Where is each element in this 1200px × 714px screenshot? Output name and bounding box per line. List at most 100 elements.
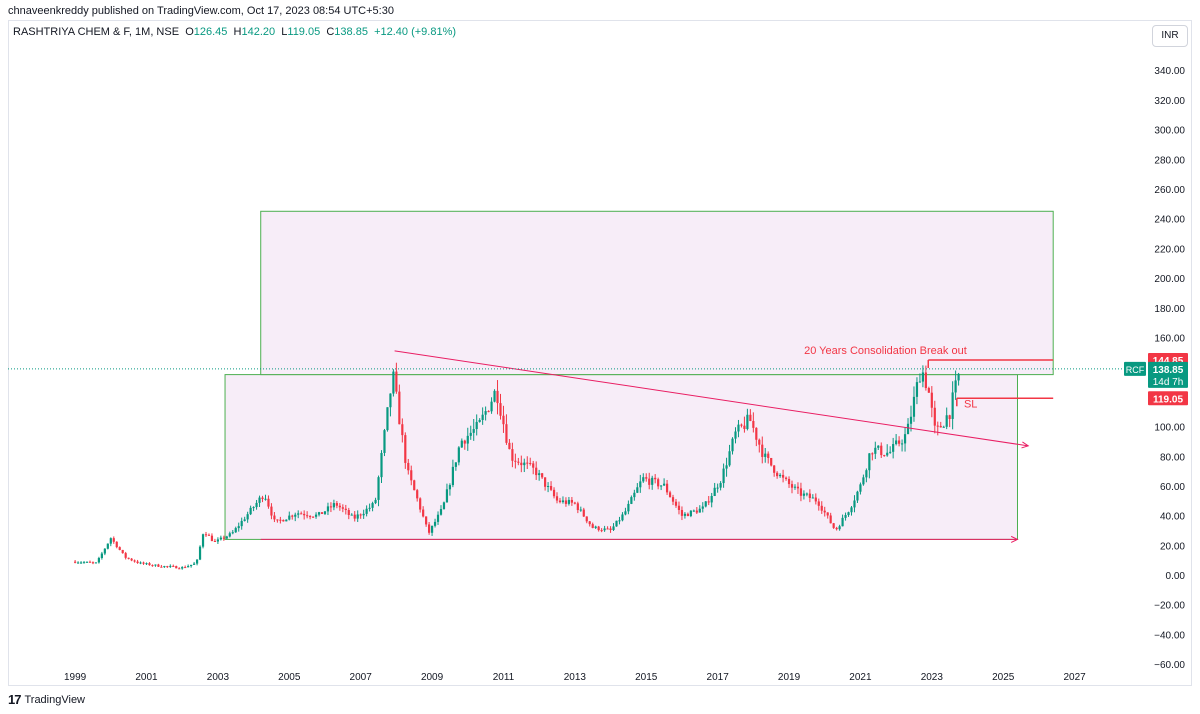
candle [127,557,130,560]
y-tick-label: 60.00 [1160,482,1185,493]
candle [362,509,365,519]
candle [213,538,217,542]
candle [526,456,529,469]
x-tick-label: 2019 [778,672,801,683]
candle [148,562,151,566]
candle [368,503,371,512]
candle [231,530,234,535]
candle [514,453,517,469]
candle [252,506,255,512]
consolidation-box-1 [260,210,1054,376]
candle [433,518,437,528]
y-tick-label: 100.00 [1154,423,1185,434]
candle [112,536,115,544]
candle [469,425,472,440]
candle [350,513,353,516]
candle [835,526,838,531]
candle [267,495,270,509]
candle [633,489,636,501]
candle [832,522,835,529]
candle [817,498,820,511]
candle [898,436,901,447]
candle [246,511,249,523]
x-tick-label: 2021 [849,672,872,683]
candle [74,560,77,564]
currency-button[interactable]: INR [1152,25,1188,47]
candle [282,519,285,522]
candle [793,484,797,490]
change-value: +12.40 (+9.81%) [374,26,457,38]
candle [311,516,315,518]
candle [698,505,701,513]
candle [303,510,306,520]
candle [332,499,336,511]
candle [169,564,172,568]
x-tick-label: 2027 [1063,672,1086,683]
candle [181,566,184,570]
candle [719,481,722,491]
candle [166,565,169,569]
open-value: 126.45 [193,26,228,38]
candle [618,516,621,525]
candle [597,525,600,532]
candle [445,483,449,503]
candle [823,506,826,517]
low-value: 119.05 [287,26,321,38]
candle [805,492,808,497]
candle [365,505,368,517]
candle [258,495,261,507]
candle [145,562,148,565]
candle [136,559,139,564]
x-tick-label: 2023 [921,672,944,683]
candle [651,475,654,490]
candle [407,458,410,475]
candle [594,525,597,529]
candle [511,442,514,468]
candle [749,409,752,422]
candle [520,455,523,473]
candle [422,506,425,518]
candle [561,496,565,504]
candle [91,561,95,565]
candle [109,537,112,547]
candle [758,438,761,453]
candle [615,520,618,527]
candle [317,511,321,517]
x-tick-label: 2017 [707,672,730,683]
candle [903,427,907,452]
symbol-label[interactable]: RASHTRIYA CHEM & F, 1M, NSE [13,26,180,38]
candle [502,405,505,433]
candle [665,479,669,495]
candle [160,564,163,568]
candle [909,405,913,432]
candle [541,472,544,479]
candle [630,495,633,505]
candle [802,490,806,500]
candle [579,506,582,512]
candle [172,564,175,567]
y-tick-label: 180.00 [1154,304,1185,315]
candle [94,562,98,564]
y-tick-label: 0.00 [1166,571,1186,582]
candle [868,453,871,479]
candle [204,531,208,537]
candle [692,509,695,512]
candle [549,481,553,492]
candle [261,495,264,503]
footer-brand-label: TradingView [24,693,86,706]
footer-brand[interactable]: 17 TradingView [8,692,85,707]
candle [945,407,948,430]
x-tick-label: 2005 [278,672,301,683]
candle [606,526,609,530]
price-tag-1: 119.05 [1148,391,1188,406]
current-price-text: 138.85 [1153,365,1184,376]
candle [900,439,904,452]
candle [871,452,874,461]
candle [347,507,350,520]
x-tick-label: 2011 [493,672,515,683]
candle [752,412,755,433]
candle [725,457,728,477]
candle [936,421,939,436]
